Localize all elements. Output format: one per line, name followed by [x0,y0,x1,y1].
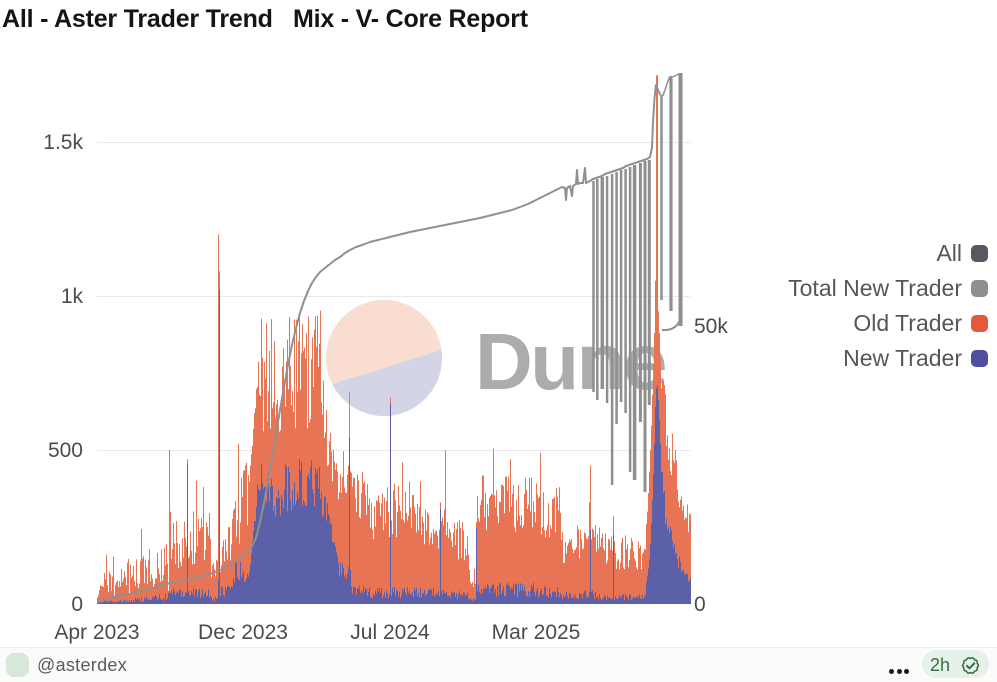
svg-text:Dec 2023: Dec 2023 [198,621,288,644]
svg-text:Jul 2024: Jul 2024 [350,621,430,644]
svg-text:Mar 2025: Mar 2025 [492,621,581,644]
svg-text:50k: 50k [694,315,728,338]
svg-text:1.5k: 1.5k [43,131,83,154]
svg-text:0: 0 [694,593,706,616]
svg-text:Dune: Dune [475,317,665,406]
svg-text:500: 500 [48,439,83,462]
svg-text:0: 0 [71,593,83,616]
svg-text:1k: 1k [61,285,84,308]
svg-text:Apr 2023: Apr 2023 [54,621,139,644]
